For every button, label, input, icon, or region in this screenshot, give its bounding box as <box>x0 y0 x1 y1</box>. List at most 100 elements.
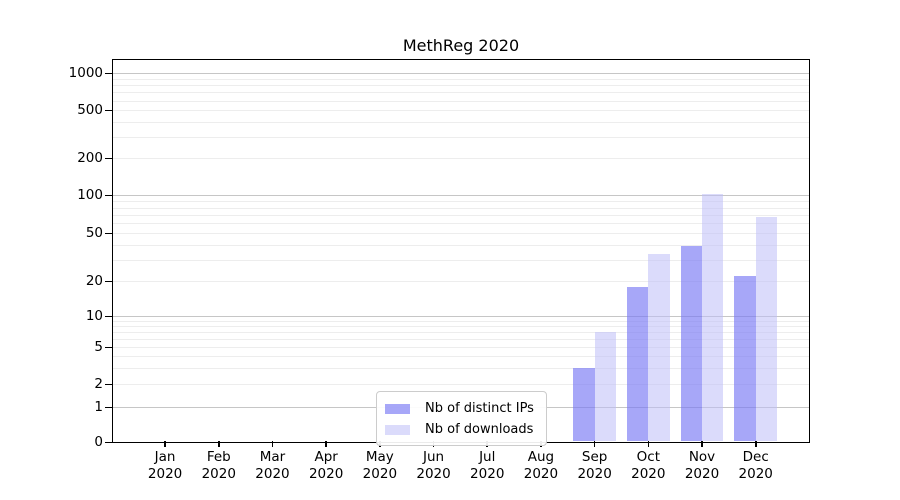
y-tick-label-500: 500 <box>77 102 103 119</box>
bar-dec-series1 <box>755 217 778 441</box>
x-tick-label-3: Apr 2020 <box>284 449 368 483</box>
gridline-minor-7 <box>113 332 809 334</box>
x-tick-label-9: Oct 2020 <box>606 449 690 483</box>
y-tick-2 <box>105 383 113 386</box>
gridline-minor-80 <box>113 207 809 209</box>
gridline-minor-20 <box>113 281 809 283</box>
y-tick-label-0: 0 <box>94 434 103 451</box>
gridline-minor-800 <box>113 85 809 87</box>
legend-label-downloads: Nb of downloads <box>425 422 534 437</box>
y-tick-1000 <box>105 72 113 75</box>
x-tick-year: 2020 <box>523 466 559 482</box>
x-tick-month: Oct <box>636 449 660 465</box>
x-tick-11 <box>754 441 757 447</box>
gridline-major-10 <box>113 316 809 318</box>
x-tick-9 <box>647 441 650 447</box>
bar-dec-series0 <box>734 276 756 441</box>
x-tick-label-1: Feb 2020 <box>177 449 261 483</box>
x-tick-month: Sep <box>581 449 608 465</box>
bar-sep-series1 <box>594 332 617 441</box>
y-tick-500 <box>105 109 113 112</box>
gridline-minor-700 <box>113 92 809 94</box>
gridline-major-100 <box>113 195 809 197</box>
gridline-minor-500 <box>113 110 809 112</box>
gridline-minor-6 <box>113 339 809 341</box>
y-tick-100 <box>105 194 113 197</box>
x-tick-year: 2020 <box>684 466 720 482</box>
x-tick-year: 2020 <box>362 466 398 482</box>
x-tick-2 <box>271 441 274 447</box>
chart-title: MethReg 2020 <box>402 36 520 55</box>
bar-nov-series1 <box>702 194 724 441</box>
x-tick-year: 2020 <box>201 466 236 482</box>
gridline-minor-3 <box>113 368 809 370</box>
x-tick-month: Nov <box>688 449 716 465</box>
gridline-minor-2 <box>113 384 809 386</box>
y-tick-50 <box>105 232 113 235</box>
bar-oct-series1 <box>648 253 670 441</box>
x-tick-year: 2020 <box>308 466 344 482</box>
x-tick-month: Jan <box>154 449 176 465</box>
x-tick-0 <box>164 441 166 447</box>
y-tick-label-2: 2 <box>94 376 103 393</box>
y-tick-label-5: 5 <box>94 339 103 356</box>
bar-sep-series0 <box>573 368 595 441</box>
gridline-minor-4 <box>113 356 809 358</box>
x-tick-month: Feb <box>206 449 231 465</box>
gridline-major-1000 <box>113 73 809 75</box>
x-tick-month: Apr <box>314 449 338 465</box>
legend-item-downloads: Nb of downloads <box>385 419 534 440</box>
x-tick-month: Dec <box>742 449 769 465</box>
y-tick-200 <box>105 157 113 160</box>
x-tick-month: Aug <box>527 449 555 465</box>
x-tick-label-5: Jun 2020 <box>392 449 476 483</box>
x-tick-month: Jul <box>479 449 496 465</box>
y-tick-label-10: 10 <box>85 308 103 325</box>
x-tick-10 <box>701 441 703 447</box>
y-tick-label-1000: 1000 <box>68 65 103 82</box>
gridline-minor-70 <box>113 214 809 216</box>
bar-oct-series0 <box>626 286 649 441</box>
gridline-minor-300 <box>113 137 809 139</box>
y-tick-label-200: 200 <box>77 150 103 167</box>
x-tick-year: 2020 <box>470 466 505 482</box>
gridline-minor-5 <box>113 347 809 349</box>
x-tick-label-11: Dec 2020 <box>714 449 798 483</box>
plot-area: 0 1 2 5 10 20 50 100 200 500 1000 Jan 2020 Feb 2020 Mar… <box>69 59 810 482</box>
x-tick-month: Mar <box>259 449 286 465</box>
legend: Nb of distinct IPs Nb of downloads <box>376 391 547 446</box>
y-tick-10 <box>105 315 113 318</box>
bar-nov-series0 <box>680 246 702 441</box>
gridline-minor-40 <box>113 245 809 247</box>
gridline-minor-600 <box>113 100 809 102</box>
legend-label-distinct-ips: Nb of distinct IPs <box>425 401 534 416</box>
y-tick-0 <box>105 441 113 444</box>
x-tick-year: 2020 <box>631 466 666 482</box>
y-tick-20 <box>105 280 113 283</box>
legend-swatch-distinct-ips <box>385 403 410 414</box>
gridline-minor-60 <box>113 223 809 225</box>
x-tick-label-4: May 2020 <box>338 449 422 483</box>
x-tick-3 <box>325 441 327 447</box>
x-tick-year: 2020 <box>738 466 773 482</box>
x-tick-month: Jun <box>423 449 445 465</box>
gridline-minor-9 <box>113 321 809 323</box>
x-tick-label-6: Jul 2020 <box>445 449 529 483</box>
x-tick-year: 2020 <box>147 466 183 482</box>
y-tick-label-50: 50 <box>85 225 103 242</box>
x-tick-label-7: Aug 2020 <box>499 449 583 483</box>
x-tick-month: May <box>365 449 394 465</box>
gridline-minor-30 <box>113 260 809 262</box>
x-tick-year: 2020 <box>416 466 451 482</box>
y-tick-label-20: 20 <box>85 273 103 290</box>
gridline-minor-900 <box>113 79 809 81</box>
y-tick-label-1: 1 <box>94 399 103 416</box>
legend-item-distinct-ips: Nb of distinct IPs <box>385 398 534 419</box>
x-tick-label-0: Jan 2020 <box>123 449 207 483</box>
gridline-minor-200 <box>113 158 809 160</box>
x-tick-year: 2020 <box>577 466 612 482</box>
gridline-minor-400 <box>113 122 809 124</box>
x-tick-label-10: Nov 2020 <box>660 449 744 483</box>
gridline-minor-90 <box>113 201 809 203</box>
y-tick-label-100: 100 <box>77 187 103 204</box>
